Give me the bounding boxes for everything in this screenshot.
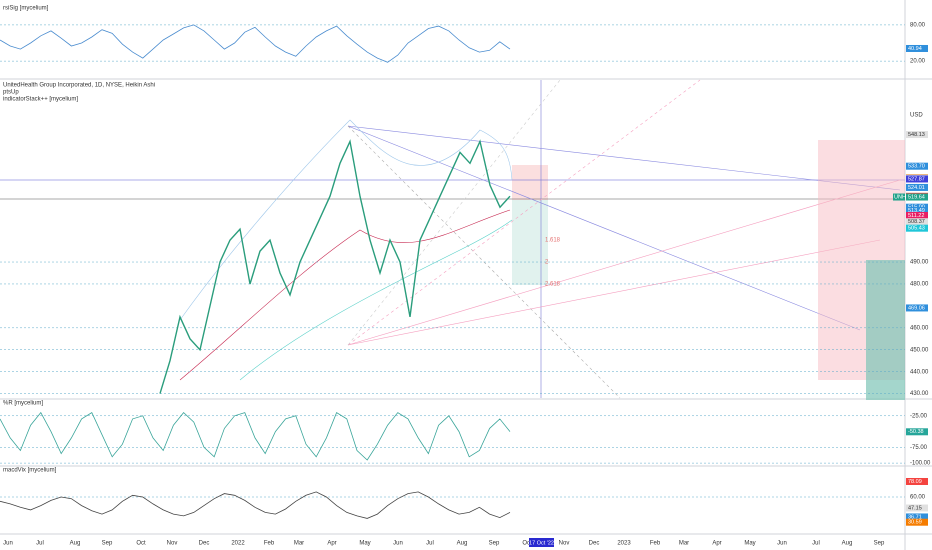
time-label: Apr xyxy=(712,541,721,547)
y-tick-label: 480.00 xyxy=(910,282,929,288)
price-tag xyxy=(906,224,928,232)
y-tick-label: 20.00 xyxy=(910,59,926,65)
price-tag-label: 30.59 xyxy=(908,520,922,526)
price-tag xyxy=(906,477,928,485)
series-line xyxy=(0,411,511,461)
y-tick-label: 60.00 xyxy=(910,495,926,501)
symbol-label: UNH xyxy=(894,194,906,200)
time-label: Sep xyxy=(874,541,885,547)
cursor-tag xyxy=(529,538,554,547)
time-label: Nov xyxy=(559,541,570,547)
axis-unit: USD xyxy=(910,113,923,119)
price-tag xyxy=(906,218,928,226)
pane-title: rsiSig [mycelium] xyxy=(3,6,49,12)
fib-label: 2.618 xyxy=(545,282,561,288)
series-line xyxy=(159,139,511,394)
y-tick-label: 430.00 xyxy=(910,391,929,397)
price-tag-label: 47.15 xyxy=(908,505,922,511)
price-tag xyxy=(906,183,928,191)
price-tag xyxy=(906,44,928,52)
y-tick-label: -75.00 xyxy=(910,445,928,451)
price-tag xyxy=(906,162,928,170)
price-tag-label: 548.13 xyxy=(908,132,925,138)
time-label: 2023 xyxy=(617,541,631,547)
time-label: Jul xyxy=(36,541,44,547)
price-tag-label: 40.94 xyxy=(908,46,922,52)
symbol-tag xyxy=(893,193,905,201)
price-tag-label: -50.38 xyxy=(908,429,924,435)
time-label: Aug xyxy=(457,541,468,547)
price-tag-label: 469.06 xyxy=(908,305,925,311)
price-tag xyxy=(906,131,928,139)
price-tag xyxy=(906,207,928,215)
series-line xyxy=(0,24,511,63)
fib-label: 1.618 xyxy=(545,238,561,244)
pane-title: %R [mycelium] xyxy=(3,401,43,407)
pane-title: ptsUp xyxy=(3,90,19,96)
y-tick-label: 450.00 xyxy=(910,347,929,353)
price-tag-label: 508.37 xyxy=(908,219,925,225)
fib-label: 2 xyxy=(545,260,549,266)
price-tag-label: 524.01 xyxy=(908,185,925,191)
pane-title: indicatorStack++ [mycelium] xyxy=(3,97,78,103)
series-line xyxy=(0,491,511,519)
pane-title: UnitedHealth Group Incorporated, 1D, NYS… xyxy=(3,83,155,89)
time-label: Feb xyxy=(264,541,275,547)
y-tick-label: 490.00 xyxy=(910,260,929,266)
price-tag xyxy=(906,304,928,312)
content: rsiSig [mycelium] 80.00 20.00 40.94 UnitedHe… xyxy=(0,6,931,547)
price-tag-label: 527.87 xyxy=(908,176,925,182)
y-tick-label: 460.00 xyxy=(910,325,929,331)
time-label: Feb xyxy=(650,541,661,547)
y-tick-label: -100.00 xyxy=(910,461,931,467)
time-label: Jun xyxy=(393,541,403,547)
price-tag xyxy=(906,211,928,219)
price-tag-label: 513.49 xyxy=(908,208,925,214)
time-label: Dec xyxy=(589,541,600,547)
time-label: Dec xyxy=(199,541,210,547)
time-label: Mar xyxy=(679,541,689,547)
time-label: Sep xyxy=(102,541,113,547)
price-tag-label: 36.71 xyxy=(908,514,922,520)
price-tag xyxy=(906,504,928,512)
time-label: Jun xyxy=(777,541,787,547)
time-label: Aug xyxy=(70,541,81,547)
time-label: Sep xyxy=(489,541,500,547)
time-label: Aug xyxy=(842,541,853,547)
time-label: Jun xyxy=(3,541,13,547)
time-label: Jul xyxy=(426,541,434,547)
time-label: May xyxy=(359,541,370,547)
time-label: Mar xyxy=(294,541,304,547)
price-tag xyxy=(906,193,928,201)
y-tick-label: 80.00 xyxy=(910,22,926,28)
price-tag xyxy=(906,518,928,526)
price-tag-label: 505.43 xyxy=(908,226,925,232)
time-label: 2022 xyxy=(231,541,245,547)
time-label: Apr xyxy=(327,541,336,547)
price-tag-label: 519.64 xyxy=(908,194,925,200)
price-tag xyxy=(906,513,928,521)
time-label: Oct xyxy=(522,541,532,547)
time-label: May xyxy=(744,541,755,547)
time-label: Jul xyxy=(812,541,820,547)
price-tag xyxy=(906,428,928,436)
price-tag-label: 78.09 xyxy=(908,479,922,485)
y-tick-label: 440.00 xyxy=(910,369,929,375)
cursor-label: 17 Oct '22 xyxy=(529,540,554,546)
price-tag-label: 511.22 xyxy=(908,213,924,219)
pane-title: macdVix [mycelium] xyxy=(3,468,57,474)
price-tag xyxy=(906,175,928,183)
time-label: Nov xyxy=(167,541,178,547)
price-tag-label: 533.70 xyxy=(908,164,925,170)
y-tick-label: -25.00 xyxy=(910,413,928,419)
time-label: Oct xyxy=(136,541,146,547)
drawings xyxy=(0,79,905,400)
